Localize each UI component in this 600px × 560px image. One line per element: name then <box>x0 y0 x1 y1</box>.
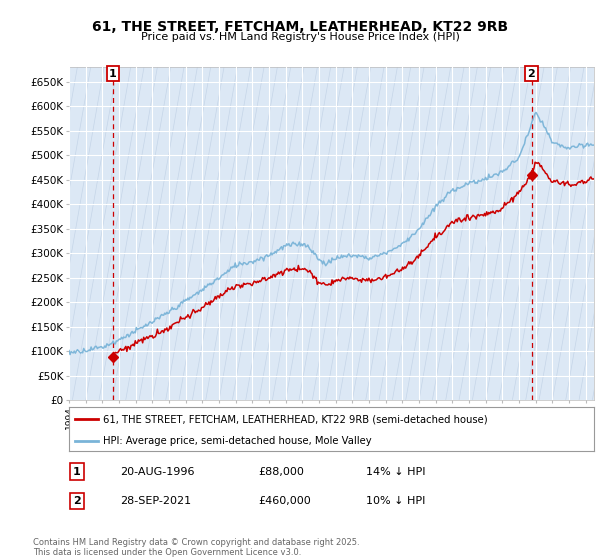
Text: 61, THE STREET, FETCHAM, LEATHERHEAD, KT22 9RB (semi-detached house): 61, THE STREET, FETCHAM, LEATHERHEAD, KT… <box>103 414 488 424</box>
Text: 2: 2 <box>73 496 80 506</box>
Text: 61, THE STREET, FETCHAM, LEATHERHEAD, KT22 9RB: 61, THE STREET, FETCHAM, LEATHERHEAD, KT… <box>92 20 508 34</box>
Text: HPI: Average price, semi-detached house, Mole Valley: HPI: Average price, semi-detached house,… <box>103 436 372 446</box>
Text: 2: 2 <box>527 68 535 78</box>
Text: 28-SEP-2021: 28-SEP-2021 <box>120 496 191 506</box>
Text: Contains HM Land Registry data © Crown copyright and database right 2025.
This d: Contains HM Land Registry data © Crown c… <box>33 538 359 557</box>
Text: 20-AUG-1996: 20-AUG-1996 <box>120 466 194 477</box>
Text: 1: 1 <box>73 466 80 477</box>
Text: Price paid vs. HM Land Registry's House Price Index (HPI): Price paid vs. HM Land Registry's House … <box>140 32 460 42</box>
Text: £460,000: £460,000 <box>258 496 311 506</box>
Text: 14% ↓ HPI: 14% ↓ HPI <box>366 466 425 477</box>
Text: 10% ↓ HPI: 10% ↓ HPI <box>366 496 425 506</box>
Text: 1: 1 <box>109 68 117 78</box>
Text: £88,000: £88,000 <box>258 466 304 477</box>
